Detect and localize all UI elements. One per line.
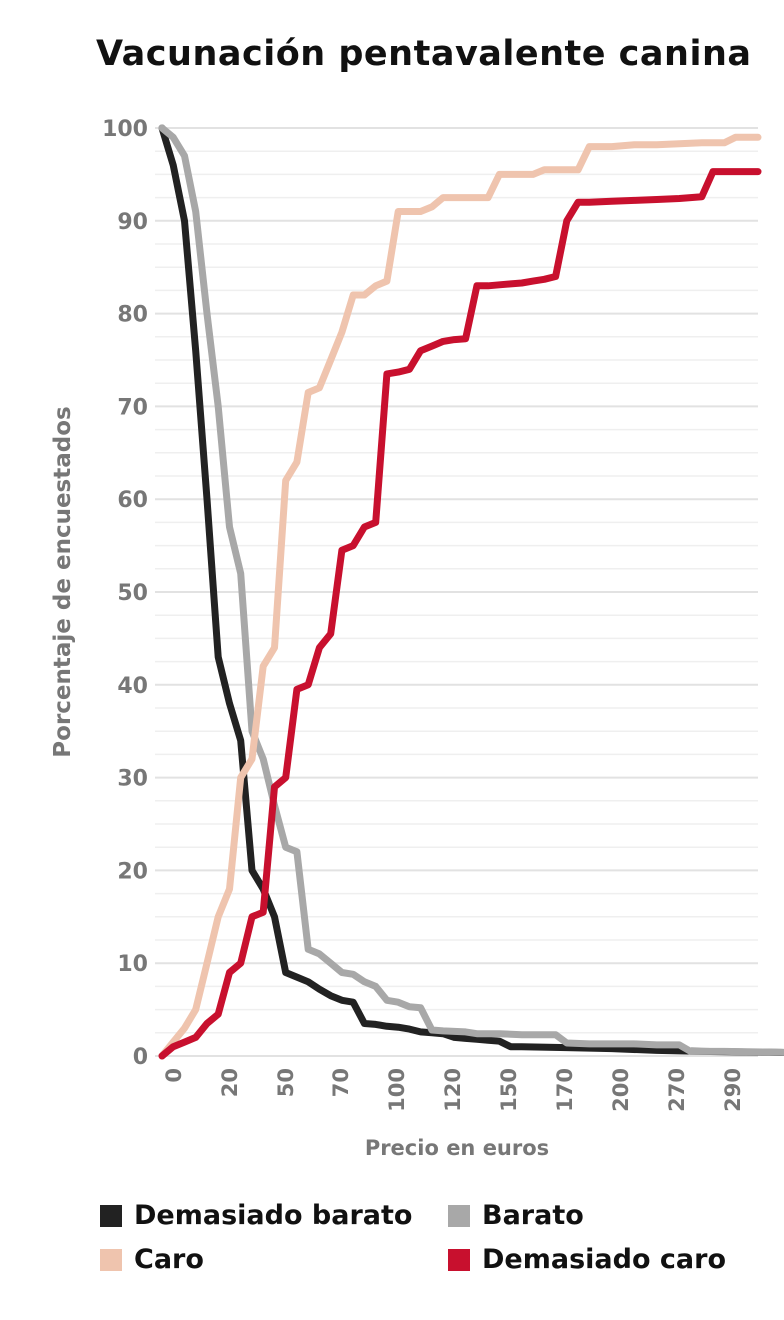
y-tick-label: 70: [117, 395, 148, 420]
series-line-demasiado-barato: [158, 124, 784, 1056]
series-line-barato: [158, 124, 784, 1056]
legend-item-demasiado-caro: Demasiado caro: [448, 1244, 726, 1275]
y-tick-labels: 0 10 20 30 40 50 60 70 80 90 100: [102, 117, 148, 1070]
x-tick-label: 0: [162, 1068, 186, 1083]
x-tick-label: 20: [218, 1068, 242, 1097]
series-line-caro: [158, 133, 762, 1060]
legend-swatch-demasiado-caro: [448, 1248, 470, 1271]
x-tick-label: 120: [441, 1068, 465, 1112]
legend-item-demasiado-barato: Demasiado barato: [100, 1200, 412, 1231]
legend-label-barato: Barato: [482, 1200, 584, 1231]
legend-item-caro: Caro: [100, 1244, 204, 1275]
y-tick-label: 20: [117, 859, 148, 884]
x-tick-label: 270: [665, 1068, 689, 1112]
legend-label-demasiado-caro: Demasiado caro: [482, 1244, 726, 1275]
y-tick-label: 30: [117, 767, 148, 792]
y-tick-label: 0: [133, 1045, 148, 1070]
y-tick-label: 10: [117, 952, 148, 977]
y-tick-label: 100: [102, 117, 148, 142]
legend-item-barato: Barato: [448, 1200, 584, 1231]
y-tick-label: 50: [117, 581, 148, 606]
x-tick-label: 150: [497, 1068, 521, 1112]
legend-swatch-demasiado-barato: [100, 1204, 122, 1227]
x-tick-labels: 0 20 50 70 100 120 150 170 200 270 290: [162, 1068, 745, 1112]
legend-swatch-barato: [448, 1204, 470, 1227]
y-tick-label: 90: [117, 210, 148, 235]
series-line-demasiado-caro: [158, 168, 762, 1060]
legend-swatch-caro: [100, 1248, 122, 1271]
series-lines: [158, 124, 784, 1060]
legend-label-caro: Caro: [134, 1244, 204, 1275]
legend-label-demasiado-barato: Demasiado barato: [134, 1200, 413, 1231]
y-tick-label: 60: [117, 488, 148, 513]
y-tick-label: 40: [117, 674, 148, 699]
x-tick-label: 70: [329, 1068, 353, 1097]
x-tick-label: 170: [553, 1068, 577, 1112]
chart-title: Vacunación pentavalente canina: [96, 34, 752, 74]
x-tick-label: 100: [385, 1068, 409, 1112]
x-tick-label: 290: [721, 1068, 745, 1112]
x-axis-label: Precio en euros: [364, 1136, 550, 1160]
y-tick-label: 80: [117, 303, 148, 328]
x-tick-label: 50: [274, 1068, 298, 1097]
y-axis-label: Porcentaje de encuestados: [50, 406, 76, 757]
x-tick-label: 200: [609, 1068, 633, 1112]
